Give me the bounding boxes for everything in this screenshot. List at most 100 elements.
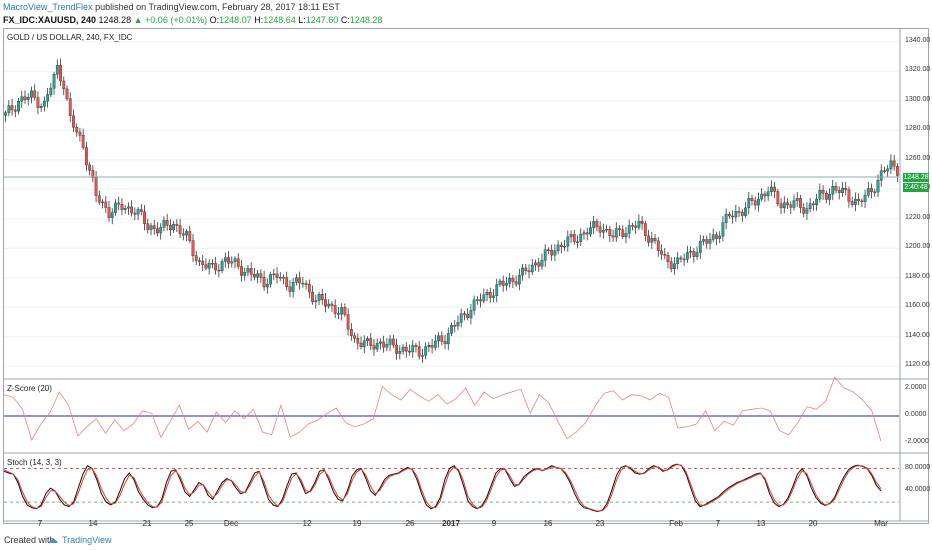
candle-body — [782, 202, 786, 209]
candle-body — [385, 344, 389, 348]
candle-body — [614, 228, 618, 238]
time-axis-tick: 13 — [756, 519, 766, 528]
candle-body — [59, 65, 62, 82]
candle-body — [847, 189, 851, 202]
candle-body — [81, 135, 85, 148]
up-arrow-icon: ▲ — [133, 15, 143, 25]
candle-body — [307, 283, 311, 293]
price-axis-tick: 1340.00 — [905, 36, 931, 44]
countdown-tag: 2:40:48 — [903, 183, 929, 193]
candle-body — [424, 346, 428, 356]
last-price: 1248.28 — [98, 15, 132, 25]
candle-body — [475, 299, 479, 301]
chart-header: MacroView_TrendFlex published on Trading… — [0, 0, 932, 28]
candle-body — [165, 220, 169, 226]
candle-body — [298, 277, 302, 284]
candle-body — [643, 223, 647, 237]
time-axis-tick: 23 — [595, 519, 605, 528]
candle-body — [7, 105, 11, 113]
candle-body — [727, 213, 731, 217]
time-axis-tick: 20 — [808, 519, 818, 528]
candle-body — [55, 65, 59, 75]
candle-body — [172, 223, 176, 231]
time-axis-tick: 25 — [184, 519, 194, 528]
time-axis-tick: 21 — [142, 519, 152, 528]
candle-body — [799, 198, 802, 208]
candle-body — [301, 282, 305, 285]
candle-body — [253, 274, 256, 278]
candle-body — [627, 225, 631, 234]
candle-body — [259, 273, 263, 278]
candle-body — [592, 221, 596, 228]
candle-body — [769, 186, 773, 192]
candle-body — [311, 291, 314, 303]
candle-body — [495, 284, 499, 296]
candle-body — [469, 310, 473, 319]
candle-body — [288, 286, 292, 292]
time-axis-tick: Mar — [874, 519, 888, 528]
candle-body — [175, 223, 179, 226]
candle-body — [88, 164, 92, 171]
candle-body — [388, 338, 392, 345]
candle-body — [731, 215, 735, 218]
candle-body — [624, 233, 628, 237]
candle-body — [4, 112, 8, 116]
price-axis-tick: 1220.00 — [905, 213, 931, 221]
author-link[interactable]: MacroView_TrendFlex — [3, 2, 93, 12]
candle-body — [65, 88, 69, 99]
candle-body — [191, 240, 195, 256]
candle-body — [433, 340, 437, 348]
candle-body — [114, 202, 117, 213]
close-label: C: — [340, 15, 350, 25]
candle-body — [152, 225, 156, 229]
candle-body — [453, 325, 457, 327]
candle-body — [211, 263, 214, 265]
candle-body — [660, 250, 663, 255]
candle-body — [62, 80, 66, 90]
candle-body — [104, 201, 108, 208]
high-value: 1248.64 — [263, 15, 296, 25]
candle-body — [841, 187, 844, 193]
candle-body — [540, 260, 544, 267]
candle-body — [666, 255, 670, 262]
candle-body — [395, 344, 398, 354]
candle-body — [94, 177, 98, 196]
candle-body — [340, 307, 344, 315]
candle-body — [870, 188, 873, 193]
time-axis-tick: 9 — [491, 519, 497, 528]
candle-body — [647, 235, 650, 243]
candle-body — [304, 283, 308, 285]
candle-body — [84, 147, 88, 166]
candle-body — [78, 131, 82, 136]
published-text: published on TradingView.com, February 2… — [95, 2, 340, 12]
candle-body — [634, 225, 638, 228]
candle-body — [863, 194, 867, 202]
candle-body — [492, 295, 495, 298]
candle-body — [188, 231, 192, 241]
candle-body — [818, 189, 822, 200]
candle-body — [698, 241, 702, 253]
candle-body — [72, 115, 75, 128]
candle-body — [162, 220, 166, 228]
candle-body — [101, 201, 104, 204]
candle-body — [556, 244, 560, 252]
candle-body — [485, 292, 489, 295]
candle-body — [786, 202, 789, 206]
candle-body — [243, 271, 247, 276]
candle-body — [601, 229, 605, 233]
time-axis-tick: 26 — [405, 519, 415, 528]
candle-body — [650, 238, 654, 243]
tradingview-brand[interactable]: TradingView — [62, 535, 112, 545]
candle-body — [585, 232, 589, 235]
time-axis-tick: Feb — [669, 519, 683, 528]
candle-body — [256, 273, 260, 278]
candle-body — [663, 254, 667, 256]
candle-body — [853, 198, 857, 205]
candle-body — [479, 299, 482, 302]
candle-body — [860, 200, 864, 203]
candle-body — [204, 264, 208, 269]
candle-body — [708, 239, 712, 244]
candle-body — [227, 257, 230, 264]
time-axis-tick: 14 — [88, 519, 98, 528]
